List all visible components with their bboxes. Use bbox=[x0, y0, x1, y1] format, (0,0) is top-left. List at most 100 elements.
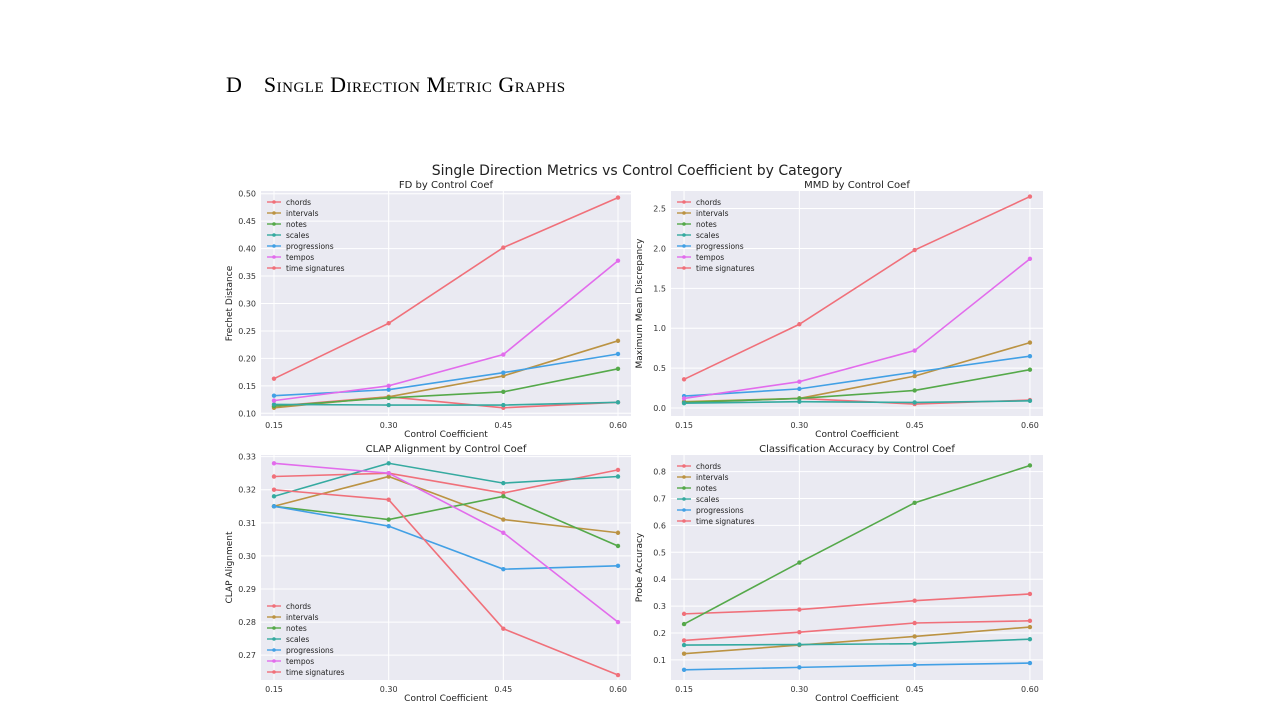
data-point bbox=[271, 376, 277, 381]
legend-entry: notes bbox=[696, 484, 717, 493]
data-point bbox=[386, 517, 391, 522]
data-point bbox=[501, 626, 506, 631]
series-line bbox=[684, 620, 1030, 642]
series-scales bbox=[271, 400, 621, 408]
data-point bbox=[386, 523, 391, 529]
series-tempos bbox=[271, 461, 621, 625]
legend-marker bbox=[682, 244, 686, 248]
data-point bbox=[615, 467, 621, 473]
series-line bbox=[273, 260, 619, 402]
legend-entry: tempos bbox=[286, 657, 314, 666]
legend-marker bbox=[682, 266, 686, 270]
data-point bbox=[501, 373, 506, 379]
x-tick-label: 0.30 bbox=[380, 421, 398, 430]
y-tick-label: 0.30 bbox=[238, 300, 256, 309]
legend-marker bbox=[272, 233, 276, 237]
legend-marker bbox=[272, 637, 276, 641]
series-line bbox=[273, 462, 619, 623]
data-point bbox=[271, 487, 277, 492]
y-tick-label: 0.35 bbox=[238, 272, 256, 281]
legend: chords intervals notes scales progressions te… bbox=[677, 198, 755, 273]
data-point bbox=[1027, 353, 1033, 359]
data-point bbox=[386, 461, 391, 466]
data-point bbox=[501, 530, 506, 535]
legend-marker bbox=[272, 200, 276, 204]
series-line bbox=[683, 195, 1031, 381]
data-point bbox=[615, 543, 621, 549]
legend-entry: intervals bbox=[286, 613, 319, 622]
data-point bbox=[271, 393, 277, 398]
data-point bbox=[501, 494, 506, 499]
y-tick-label: 0.20 bbox=[238, 354, 256, 363]
chart-title: MMD by Control Coef bbox=[804, 180, 910, 191]
series-time-signatures bbox=[681, 618, 1033, 643]
x-axis-label: Control Coefficient bbox=[815, 430, 899, 440]
data-point bbox=[501, 389, 506, 395]
data-point bbox=[271, 398, 277, 403]
series-notes bbox=[271, 494, 621, 549]
data-point bbox=[797, 322, 802, 327]
chart-title: FD by Control Coef bbox=[399, 180, 494, 191]
y-tick-label: 0.28 bbox=[238, 618, 256, 627]
legend-entry: scales bbox=[286, 635, 309, 644]
data-point bbox=[1027, 463, 1033, 468]
legend-marker bbox=[682, 497, 686, 501]
y-tick-label: 0.10 bbox=[238, 409, 256, 418]
data-point bbox=[615, 195, 621, 200]
legend-entry: intervals bbox=[286, 209, 319, 218]
legend-marker bbox=[272, 244, 276, 248]
legend-entry: tempos bbox=[286, 253, 314, 262]
y-tick-label: 0.4 bbox=[653, 575, 666, 584]
series-line bbox=[684, 400, 1030, 405]
data-point bbox=[912, 634, 917, 639]
data-point bbox=[271, 504, 277, 509]
legend-entry: notes bbox=[286, 220, 307, 229]
data-point bbox=[386, 402, 391, 408]
data-point bbox=[1027, 398, 1033, 404]
y-tick-label: 0.3 bbox=[653, 602, 666, 611]
series-time-signatures bbox=[271, 195, 621, 381]
legend-entry: scales bbox=[696, 495, 719, 504]
legend-entry: chords bbox=[696, 462, 721, 471]
data-point bbox=[912, 369, 917, 375]
data-point bbox=[681, 611, 687, 617]
y-tick-label: 0.1 bbox=[653, 656, 666, 665]
x-axis-label: Control Coefficient bbox=[815, 694, 899, 704]
data-point bbox=[615, 672, 621, 678]
data-point bbox=[615, 366, 621, 372]
series-line bbox=[273, 401, 619, 406]
x-axis-label: Control Coefficient bbox=[404, 430, 488, 440]
y-tick-label: 0.30 bbox=[238, 552, 256, 561]
y-tick-label: 0.25 bbox=[238, 327, 256, 336]
data-point bbox=[797, 379, 802, 384]
data-point bbox=[501, 370, 506, 375]
data-point bbox=[1027, 340, 1033, 345]
y-tick-label: 0.6 bbox=[653, 521, 666, 530]
data-point bbox=[386, 395, 391, 401]
data-point bbox=[501, 566, 506, 572]
data-point bbox=[615, 563, 621, 569]
series-chords bbox=[681, 591, 1033, 617]
x-tick-label: 0.45 bbox=[906, 685, 924, 694]
chart-panel-1: 0.10 0.15 0.20 0.25 0.30 0.35 0.40 0.45 0.50 0.15… bbox=[225, 180, 631, 440]
series-scales bbox=[681, 636, 1033, 648]
data-point bbox=[1027, 636, 1033, 642]
series-tempos bbox=[271, 258, 621, 403]
chart-panel-3: 0.27 0.28 0.29 0.30 0.31 0.32 0.33 0.15 0.30 0.45… bbox=[225, 444, 631, 704]
data-point bbox=[681, 396, 687, 401]
data-point bbox=[386, 383, 391, 389]
legend-entry: time signatures bbox=[696, 517, 755, 526]
y-tick-label: 1.0 bbox=[653, 324, 666, 333]
data-point bbox=[271, 474, 277, 479]
series-line bbox=[683, 258, 1031, 400]
series-scales bbox=[271, 461, 621, 499]
plot-area bbox=[671, 191, 1043, 416]
legend-entry: intervals bbox=[696, 473, 729, 482]
data-point bbox=[912, 348, 917, 353]
legend-entry: notes bbox=[286, 624, 307, 633]
legend-marker bbox=[272, 648, 276, 652]
y-axis-label: Probe Accuracy bbox=[635, 532, 645, 602]
data-point bbox=[501, 402, 506, 408]
data-point bbox=[615, 619, 621, 625]
